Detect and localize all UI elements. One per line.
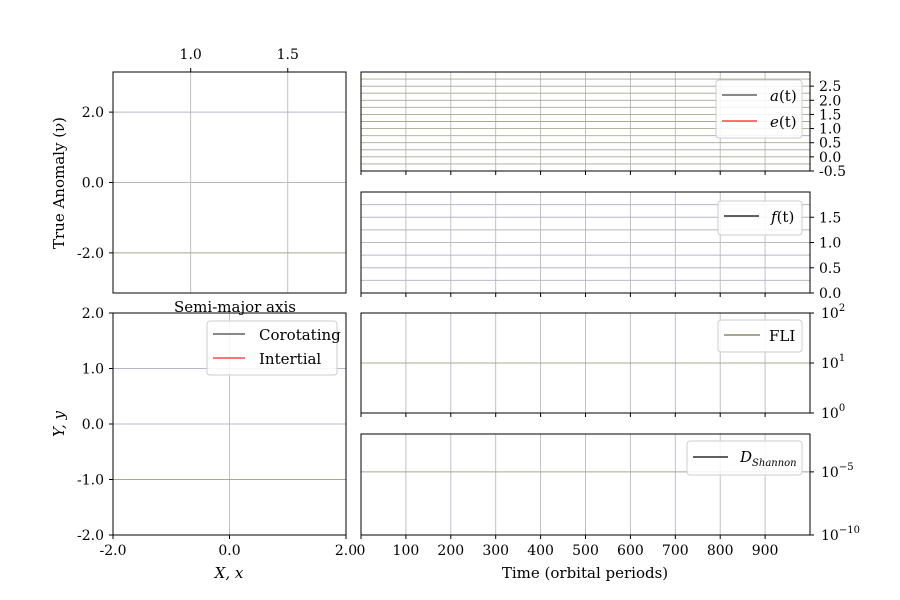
shannon-xtick-label: 300 — [482, 543, 509, 559]
orbit-legend-label-corotating: Corotating — [259, 326, 341, 344]
shannon-xtick-label: 600 — [617, 543, 644, 559]
elements-legend-label-a-main: a — [770, 87, 779, 105]
shannon-xlabel: Time (orbital periods) — [502, 564, 668, 582]
orbit-legend-label-intertial: Intertial — [259, 350, 321, 368]
orbit-legend: Corotating Intertial — [206, 320, 341, 376]
shannon-panel: 10−510−100 100 200 300 400 500 600 700 800 900 Ti… — [357, 433, 860, 582]
orbit-ylabel: Y, y — [50, 410, 68, 437]
elements-ytick-label: 2.0 — [819, 93, 841, 109]
shannon-xtick-label: 700 — [662, 543, 689, 559]
fli-legend-box — [717, 319, 803, 353]
anomaly-ytick-label: 0.0 — [82, 176, 104, 192]
orbit-xtick-label: 2.0 — [335, 543, 357, 559]
anomaly-ylabel: True Anomaly (ν) — [50, 117, 68, 249]
fli-ytick-label: 102 — [821, 303, 845, 322]
shannon-xtick-label: 400 — [527, 543, 554, 559]
frequency-ytick-label: 0.5 — [819, 261, 841, 277]
shannon-xtick-label: 500 — [572, 543, 599, 559]
orbit-ytick-label: -1.0 — [77, 473, 104, 489]
frequency-legend-box — [717, 200, 803, 236]
orbit-ytick-label: 2.0 — [82, 306, 104, 322]
frequency-legend-label-f: f(t) — [770, 208, 794, 226]
fli-ytick-base: 10 — [821, 406, 839, 422]
anomaly-xtick-label: 1.5 — [277, 47, 299, 63]
elements-ytick-label: -0.5 — [819, 164, 846, 180]
shannon-legend-label-main: D — [739, 448, 752, 466]
elements-legend-label-a: a(t) — [770, 87, 797, 105]
orbit-ytick-label: 0.0 — [82, 417, 104, 433]
shannon-ytick-base: 10 — [821, 465, 839, 481]
elements-ticks: 2.52.01.51.00.50.0-0.5 — [360, 79, 846, 180]
shannon-legend-label-sub: Shannon — [752, 458, 797, 469]
orbit-xlabel: X, x — [214, 564, 244, 582]
elements-ytick-label: 1.5 — [819, 107, 841, 123]
elements-legend-label-e-main: e — [770, 113, 779, 131]
anomaly-panel: 1.0 1.5 2.0 0.0 -2.0 Semi-major axis True An… — [50, 47, 347, 316]
fli-ytick-base: 10 — [821, 356, 839, 372]
frequency-panel: 1.5 1.0 0.5 0.0 f(t) — [360, 191, 841, 302]
fli-ytick-exp: 2 — [839, 303, 845, 314]
orbit-xtick-label: 0.0 — [218, 543, 240, 559]
anomaly-ytick-label: -2.0 — [77, 246, 104, 262]
shannon-legend-box — [686, 440, 803, 476]
shannon-ytick-base: 10 — [821, 528, 839, 544]
shannon-ytick-label: 10−5 — [821, 462, 854, 481]
frequency-ytick-label: 1.0 — [819, 236, 841, 252]
orbit-ticks: -2.0 0.0 2.0 2.0 1.0 0.0 -1.0 -2.0 — [77, 306, 357, 559]
frequency-ytick-label: 0.0 — [819, 286, 841, 302]
frequency-ytick-label: 1.5 — [819, 210, 841, 226]
fli-ytick-label: 100 — [821, 403, 845, 422]
fli-legend: FLI — [717, 319, 803, 353]
orbit-ytick-label: 1.0 — [82, 362, 104, 378]
elements-ytick-label: 0.0 — [819, 150, 841, 166]
orbit-panel: -2.0 0.0 2.0 2.0 1.0 0.0 -1.0 -2.0 X, x Y, y Co… — [50, 306, 357, 582]
orbit-xtick-label: -2.0 — [100, 543, 127, 559]
orbit-ytick-label: -2.0 — [77, 528, 104, 544]
fli-ytick-label: 101 — [821, 353, 845, 372]
frequency-ticks: 1.5 1.0 0.5 0.0 — [360, 210, 841, 302]
anomaly-ytick-label: 2.0 — [82, 105, 104, 121]
shannon-ytick-exp: −10 — [839, 525, 860, 536]
elements-panel: 2.52.01.51.00.50.0-0.5 a(t) e(t) — [360, 71, 846, 180]
shannon-xtick-label: 200 — [437, 543, 464, 559]
elements-legend-label-e-arg: (t) — [779, 113, 797, 131]
elements-ytick-label: 1.0 — [819, 122, 841, 138]
fli-grid — [360, 313, 810, 413]
shannon-ticks: 10−510−100 100 200 300 400 500 600 700 800 900 — [357, 462, 860, 559]
anomaly-ticks: 1.0 1.5 2.0 0.0 -2.0 — [77, 47, 299, 262]
shannon-legend: DShannon — [686, 440, 803, 476]
shannon-xtick-label: 900 — [752, 543, 779, 559]
frequency-legend-label-f-main: f — [770, 208, 779, 226]
shannon-ytick-label: 10−10 — [821, 525, 860, 544]
elements-legend-label-a-arg: (t) — [779, 87, 797, 105]
frequency-legend: f(t) — [717, 200, 803, 236]
fli-ytick-base: 10 — [821, 306, 839, 322]
anomaly-xtick-label: 1.0 — [180, 47, 202, 63]
fli-ytick-exp: 0 — [839, 403, 845, 414]
frequency-legend-label-f-arg: (t) — [777, 208, 795, 226]
shannon-legend-label: DShannon — [739, 448, 797, 469]
elements-ytick-label: 0.5 — [819, 136, 841, 152]
anomaly-grid — [113, 72, 346, 293]
elements-ytick-label: 2.5 — [819, 79, 841, 95]
shannon-ytick-exp: −5 — [839, 462, 854, 473]
shannon-xtick-label: 100 — [393, 543, 420, 559]
elements-legend: a(t) e(t) — [715, 79, 803, 139]
shannon-xtick-label: 0 — [357, 543, 366, 559]
shannon-xtick-label: 800 — [707, 543, 734, 559]
anomaly-xlabel: Semi-major axis — [174, 298, 296, 316]
fli-legend-label: FLI — [769, 327, 795, 345]
fli-ytick-exp: 1 — [839, 353, 845, 364]
elements-legend-label-e: e(t) — [770, 113, 797, 131]
